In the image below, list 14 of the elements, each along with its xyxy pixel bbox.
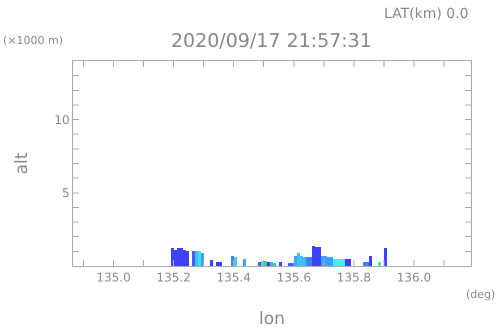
y-tick-label: 5 [62, 186, 70, 200]
text: (×1000 m) [3, 34, 64, 47]
x-tick-label: 135.2 [156, 270, 191, 284]
text: (deg) [466, 288, 496, 301]
chart-title: 2020/09/17 21:57:31 [170, 30, 372, 52]
x-tick-label: 135.6 [276, 270, 311, 284]
x-axis-title: lon [259, 308, 285, 329]
y-axis-title: alt [12, 152, 32, 174]
x-tick-label: 135.4 [216, 270, 251, 284]
x-tick-label: 135.0 [96, 270, 131, 284]
x-tick-label: 136.0 [396, 270, 432, 284]
y-tick-label: 10 [54, 112, 70, 127]
x-tick-label: 135.8 [336, 270, 372, 284]
text: LAT(km) 0.0 [384, 6, 469, 22]
